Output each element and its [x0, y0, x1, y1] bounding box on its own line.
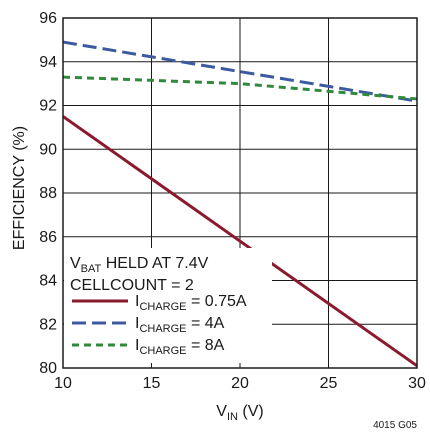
x-tick-label: 20 [231, 375, 249, 392]
legend-label-2: ICHARGE = 4A [135, 315, 225, 335]
x-tick-label: 10 [54, 375, 72, 392]
x-axis-label-sub: IN [227, 411, 238, 423]
y-tick-label: 96 [39, 10, 57, 27]
y-tick-label: 80 [39, 360, 57, 377]
y-tick-label: 88 [39, 185, 57, 202]
y-tick-label: 90 [39, 141, 57, 158]
legend-label-main: I [135, 315, 139, 332]
y-tick-label: 94 [39, 54, 57, 71]
legend-label-main: I [135, 337, 139, 354]
legend-label-sub: CHARGE [139, 323, 186, 335]
figure-id: 4015 G05 [373, 420, 417, 431]
x-axis-label-main: V [216, 403, 227, 420]
legend-label-main: I [135, 293, 139, 310]
legend-label-rest: = 4A [187, 315, 225, 332]
series-line-1 [62, 115, 418, 368]
legend-label-sub: CHARGE [139, 345, 186, 357]
x-axis-label-unit: (V) [238, 403, 264, 420]
y-tick-label: 86 [39, 229, 57, 246]
plot-frame [62, 17, 418, 369]
legend-label-rest: = 8A [187, 337, 225, 354]
annotation-vbat-rest: HELD AT 7.4V [101, 255, 208, 272]
annotation-line-2: CELLCOUNT = 2 [70, 277, 194, 294]
x-tick-label: 25 [320, 375, 338, 392]
y-axis-label: EFFICIENCY (%) [11, 126, 28, 250]
legend-label-1: ICHARGE = 0.75A [135, 293, 247, 313]
legend-label-sub: CHARGE [139, 301, 186, 313]
y-tick-label: 92 [39, 98, 57, 115]
series-lines [62, 40, 418, 368]
legend-label-3: ICHARGE = 8A [135, 337, 225, 357]
tick-labels: 80 82 84 86 88 90 92 94 96 10 15 20 25 30 [39, 10, 426, 392]
annotation-vbat-sub: BAT [81, 263, 102, 275]
x-axis-label: VIN (V) [216, 403, 263, 423]
y-tick-label: 82 [39, 316, 57, 333]
x-tick-label: 15 [143, 375, 161, 392]
annotation-vbat-main: V [70, 255, 81, 272]
annotation-box: VBAT HELD AT 7.4V CELLCOUNT = 2 [64, 248, 272, 363]
y-tick-label: 84 [39, 273, 57, 290]
annotation-line-1: VBAT HELD AT 7.4V [70, 255, 209, 275]
legend-label-rest: = 0.75A [187, 293, 247, 310]
x-tick-label: 30 [408, 375, 426, 392]
